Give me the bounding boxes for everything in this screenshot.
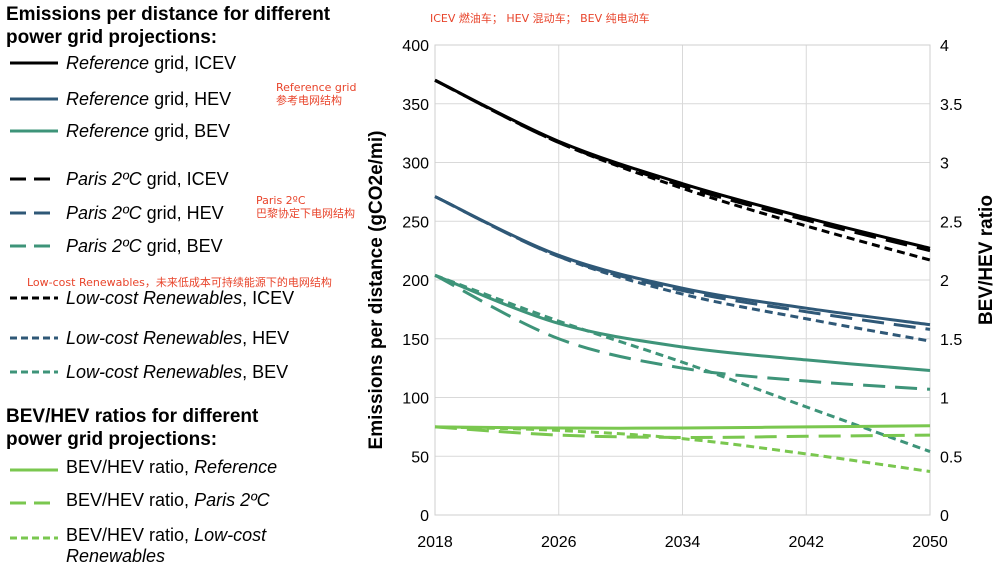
y-axis-title: Emissions per distance (gCO2e/mi): [366, 131, 387, 450]
series-line: [434, 425, 931, 474]
legend-entry: Low-cost Renewables, ICEV: [8, 285, 294, 311]
legend-entry-label: Paris 2ºC grid, HEV: [66, 202, 224, 223]
legend-line-sample: [10, 296, 58, 300]
x-tick-label: 2018: [417, 534, 453, 551]
legend-line-sample: [10, 468, 58, 472]
legend-ratio-label: BEV/HEV ratio, Low-cost Renewables: [66, 525, 267, 566]
y-tick-label: 350: [402, 97, 429, 114]
legend-line-sample: [10, 244, 58, 248]
x-tick-label: 2042: [788, 534, 824, 551]
legend-entry-label: Low-cost Renewables, HEV: [66, 327, 290, 348]
y-tick-label: 50: [411, 449, 429, 466]
y-tick-label: 250: [402, 214, 429, 231]
legend-line-sample: [10, 370, 58, 374]
legend-line-sample: [10, 97, 58, 101]
y-tick-label: 300: [402, 156, 429, 173]
legend-entry-label: Low-cost Renewables, BEV: [66, 361, 289, 382]
y-tick-label: 200: [402, 273, 429, 290]
series-line: [434, 78, 931, 253]
y2-tick-label: 3.5: [940, 97, 962, 114]
legend-title-emissions: Emissions per distance for different pow…: [6, 4, 331, 48]
y-tick-label: 400: [402, 38, 429, 55]
y2-tick-label: 2.5: [940, 214, 962, 231]
legend-ratio-entry: BEV/HEV ratio, Reference: [8, 457, 277, 483]
series-line: [434, 273, 931, 391]
y2-tick-label: 0.5: [940, 449, 962, 466]
emissions-chart: 0 50 100 150 200 250 300 350 400 0 0.5 1 1.5 2 2.5 3 3.5…: [366, 38, 997, 551]
legend-entry-label: Reference grid, ICEV: [66, 52, 237, 73]
y2-axis-title: BEV/HEV ratio: [976, 195, 997, 325]
legend-entry: Reference grid, BEV: [8, 118, 230, 144]
y2-tick-label: 1.5: [940, 332, 962, 349]
series-line: [434, 195, 931, 343]
legend-entry-label: Low-cost Renewables, ICEV: [66, 287, 295, 308]
legend-title-ratios: BEV/HEV ratios for different power grid …: [6, 406, 259, 450]
annotation-paris: Paris 2ºC 巴黎协定下电网结构: [256, 194, 355, 220]
legend-line-sample: [10, 336, 58, 340]
legend-entry: Paris 2ºC grid, ICEV: [8, 166, 229, 192]
legend-entry: Paris 2ºC grid, BEV: [8, 233, 223, 259]
x-tick-label: 2026: [541, 534, 577, 551]
legend-ratio-entry: BEV/HEV ratio, Low-cost Renewables: [8, 525, 266, 566]
y-tick-label: 0: [420, 508, 429, 525]
legend-entry-label: Reference grid, BEV: [66, 120, 231, 141]
legend: Emissions per distance for different pow…: [0, 0, 370, 584]
series-line: [434, 78, 931, 262]
annotation-reference: Reference grid 参考电网结构: [276, 81, 357, 107]
y-tick-label: 100: [402, 391, 429, 408]
series-line: [434, 273, 931, 372]
series-line: [434, 273, 931, 453]
y2-tick-label: 0: [940, 508, 949, 525]
x-tick-label: 2034: [665, 534, 701, 551]
x-tick-label: 2050: [912, 534, 948, 551]
series-line: [434, 195, 931, 331]
legend-line-sample: [10, 211, 58, 215]
legend-entry: Low-cost Renewables, BEV: [8, 359, 288, 385]
annotation-top: ICEV 燃油车； HEV 混动车； BEV 纯电动车: [430, 12, 650, 25]
legend-entry-label: Paris 2ºC grid, ICEV: [66, 168, 229, 189]
legend-line-sample: [10, 501, 58, 505]
legend-entry: Paris 2ºC grid, HEV: [8, 200, 224, 226]
legend-entry-label: Paris 2ºC grid, BEV: [66, 235, 223, 256]
y2-tick-label: 4: [940, 38, 949, 55]
legend-line-sample: [10, 177, 58, 181]
y2-tick-label: 2: [940, 273, 949, 290]
annotation-lowcost: Low-cost Renewables，未来低成本可持续能源下的电网结构: [27, 276, 332, 289]
legend-line-sample: [10, 129, 58, 133]
legend-entry: Reference grid, ICEV: [8, 50, 236, 76]
y2-tick-label: 1: [940, 391, 949, 408]
series-line: [434, 425, 931, 439]
legend-ratio-label: BEV/HEV ratio, Paris 2ºC: [66, 490, 270, 510]
y-tick-label: 150: [402, 332, 429, 349]
y2-tick-label: 3: [940, 156, 949, 173]
legend-line-sample: [10, 536, 58, 540]
legend-entry: Low-cost Renewables, HEV: [8, 325, 289, 351]
legend-line-sample: [10, 61, 58, 65]
legend-ratio-label: BEV/HEV ratio, Reference: [66, 457, 278, 477]
plot-frame: [434, 44, 931, 516]
legend-ratio-entry: BEV/HEV ratio, Paris 2ºC: [8, 490, 270, 516]
legend-entry: Reference grid, HEV: [8, 86, 231, 112]
legend-entry-label: Reference grid, HEV: [66, 88, 232, 109]
